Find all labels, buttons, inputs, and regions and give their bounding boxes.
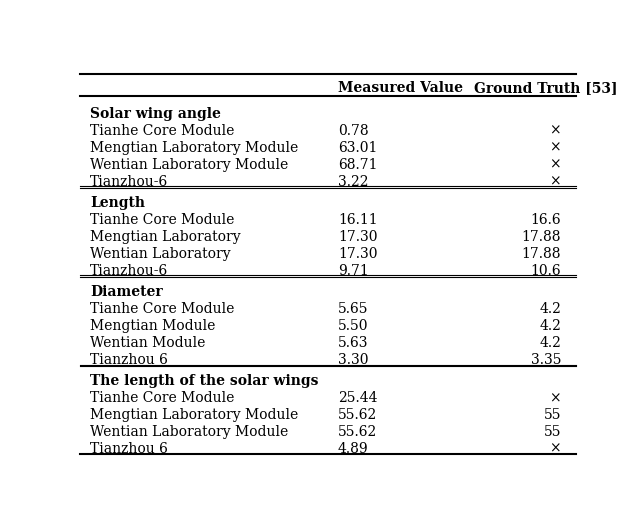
Text: Tianhe Core Module: Tianhe Core Module — [90, 302, 234, 316]
Text: 3.35: 3.35 — [531, 353, 561, 367]
Text: Wentian Laboratory: Wentian Laboratory — [90, 247, 230, 261]
Text: Tianhe Core Module: Tianhe Core Module — [90, 123, 234, 138]
Text: 10.6: 10.6 — [531, 264, 561, 278]
Text: 4.89: 4.89 — [338, 442, 369, 456]
Text: Diameter: Diameter — [90, 285, 163, 299]
Text: 4.2: 4.2 — [540, 319, 561, 333]
Text: 4.2: 4.2 — [540, 302, 561, 316]
Text: 3.22: 3.22 — [338, 174, 369, 189]
Text: Mengtian Module: Mengtian Module — [90, 319, 215, 333]
Text: 17.88: 17.88 — [522, 230, 561, 244]
Text: 9.71: 9.71 — [338, 264, 369, 278]
Text: 25.44: 25.44 — [338, 391, 378, 405]
Text: 55: 55 — [543, 408, 561, 422]
Text: 0.78: 0.78 — [338, 123, 369, 138]
Text: Tianzhou 6: Tianzhou 6 — [90, 442, 168, 456]
Text: ×: × — [550, 442, 561, 456]
Text: Wentian Laboratory Module: Wentian Laboratory Module — [90, 157, 288, 172]
Text: Mengtian Laboratory: Mengtian Laboratory — [90, 230, 241, 244]
Text: Ground Truth [53]: Ground Truth [53] — [474, 81, 618, 95]
Text: Measured Value: Measured Value — [338, 81, 463, 95]
Text: ×: × — [550, 174, 561, 189]
Text: ×: × — [550, 123, 561, 138]
Text: Tianzhou 6: Tianzhou 6 — [90, 353, 168, 367]
Text: Mengtian Laboratory Module: Mengtian Laboratory Module — [90, 140, 298, 155]
Text: 55.62: 55.62 — [338, 408, 377, 422]
Text: 17.88: 17.88 — [522, 247, 561, 261]
Text: Wentian Module: Wentian Module — [90, 336, 205, 350]
Text: ×: × — [550, 391, 561, 405]
Text: 68.71: 68.71 — [338, 157, 378, 172]
Text: 5.65: 5.65 — [338, 302, 369, 316]
Text: 3.30: 3.30 — [338, 353, 369, 367]
Text: 17.30: 17.30 — [338, 247, 378, 261]
Text: ×: × — [550, 157, 561, 172]
Text: Tianzhou-6: Tianzhou-6 — [90, 264, 168, 278]
Text: 55: 55 — [543, 425, 561, 439]
Text: Solar wing angle: Solar wing angle — [90, 107, 221, 121]
Text: 5.63: 5.63 — [338, 336, 369, 350]
Text: 63.01: 63.01 — [338, 140, 378, 155]
Text: Mengtian Laboratory Module: Mengtian Laboratory Module — [90, 408, 298, 422]
Text: 16.6: 16.6 — [531, 213, 561, 227]
Text: Tianhe Core Module: Tianhe Core Module — [90, 213, 234, 227]
Text: Tianhe Core Module: Tianhe Core Module — [90, 391, 234, 405]
Text: 16.11: 16.11 — [338, 213, 378, 227]
Text: 5.50: 5.50 — [338, 319, 369, 333]
Text: Wentian Laboratory Module: Wentian Laboratory Module — [90, 425, 288, 439]
Text: 4.2: 4.2 — [540, 336, 561, 350]
Text: The length of the solar wings: The length of the solar wings — [90, 374, 319, 388]
Text: ×: × — [550, 140, 561, 155]
Text: Tianzhou-6: Tianzhou-6 — [90, 174, 168, 189]
Text: 17.30: 17.30 — [338, 230, 378, 244]
Text: 55.62: 55.62 — [338, 425, 377, 439]
Text: Length: Length — [90, 196, 145, 210]
